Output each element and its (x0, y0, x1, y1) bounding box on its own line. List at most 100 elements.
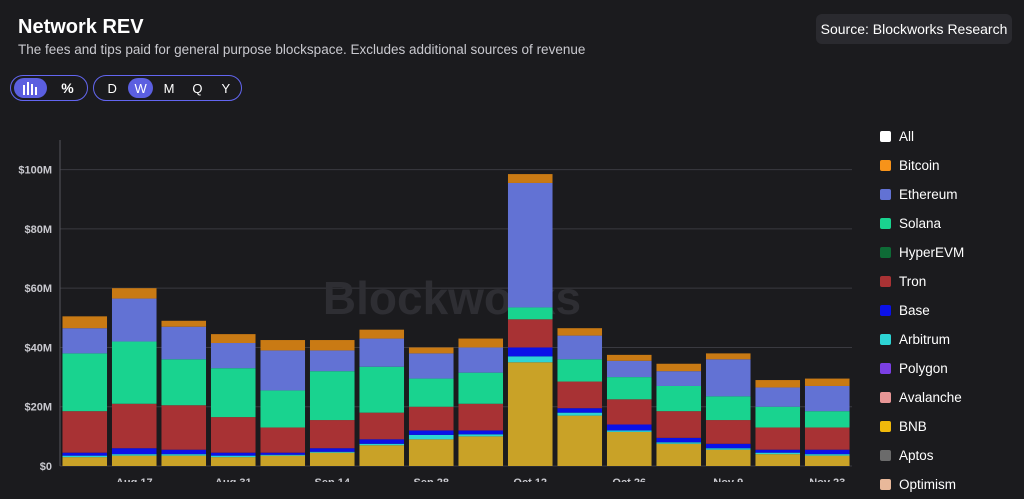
bar-segment-bnb[interactable] (309, 452, 355, 466)
bar-segment-ethereum[interactable] (458, 347, 504, 373)
bar-segment-bitcoin[interactable] (161, 320, 207, 327)
bar-segment-tron[interactable] (656, 411, 702, 438)
bar-segment-bitcoin[interactable] (705, 353, 751, 360)
legend-item-avalanche[interactable]: Avalanche (880, 383, 964, 412)
bar-segment-solana[interactable] (656, 385, 702, 412)
source-button[interactable]: Source: Blockworks Research (816, 14, 1012, 44)
bar-segment-bitcoin[interactable] (210, 334, 256, 344)
bar-segment-arbitrum[interactable] (62, 455, 108, 458)
bar-segment-arbitrum[interactable] (210, 455, 256, 458)
percent-mode-button[interactable]: % (51, 78, 84, 98)
bar-segment-solana[interactable] (359, 366, 405, 413)
bar-segment-bitcoin[interactable] (507, 174, 553, 183)
legend-item-base[interactable]: Base (880, 296, 964, 325)
bar-segment-base[interactable] (359, 439, 405, 444)
bar-segment-ethereum[interactable] (606, 360, 652, 378)
bar-segment-bnb[interactable] (161, 455, 207, 466)
legend-item-hyperevm[interactable]: HyperEVM (880, 238, 964, 267)
bar-segment-ethereum[interactable] (557, 335, 603, 360)
bar-segment-solana[interactable] (62, 353, 108, 412)
bar-segment-tron[interactable] (804, 427, 850, 450)
bar-segment-ethereum[interactable] (62, 328, 108, 354)
bar-segment-tron[interactable] (161, 405, 207, 450)
bar-segment-arbitrum[interactable] (705, 448, 751, 450)
legend-item-arbitrum[interactable]: Arbitrum (880, 325, 964, 354)
bar-segment-ethereum[interactable] (755, 387, 801, 407)
bar-segment-arbitrum[interactable] (260, 454, 306, 456)
bar-segment-bnb[interactable] (210, 457, 256, 466)
legend-item-ethereum[interactable]: Ethereum (880, 180, 964, 209)
bar-segment-bnb[interactable] (507, 362, 553, 466)
bar-segment-bitcoin[interactable] (804, 378, 850, 386)
bar-segment-base[interactable] (557, 408, 603, 413)
bar-segment-ethereum[interactable] (804, 385, 850, 412)
bar-segment-base[interactable] (755, 449, 801, 453)
legend-item-polygon[interactable]: Polygon (880, 354, 964, 383)
bar-segment-base[interactable] (507, 347, 553, 357)
bar-segment-bitcoin[interactable] (606, 354, 652, 361)
bar-segment-ethereum[interactable] (408, 353, 454, 379)
legend-item-bitcoin[interactable]: Bitcoin (880, 151, 964, 180)
bar-segment-bnb[interactable] (804, 455, 850, 466)
bar-segment-base[interactable] (458, 430, 504, 435)
bar-segment-arbitrum[interactable] (507, 356, 553, 363)
bar-segment-arbitrum[interactable] (606, 430, 652, 432)
bar-segment-tron[interactable] (458, 403, 504, 431)
bar-segment-base[interactable] (656, 437, 702, 443)
bar-segment-arbitrum[interactable] (359, 443, 405, 446)
bar-segment-bitcoin[interactable] (656, 363, 702, 372)
legend-item-bnb[interactable]: BNB (880, 412, 964, 441)
bar-segment-solana[interactable] (606, 377, 652, 400)
bar-segment-arbitrum[interactable] (309, 451, 355, 453)
bar-segment-base[interactable] (260, 452, 306, 455)
bar-segment-ethereum[interactable] (656, 371, 702, 386)
bar-segment-bitcoin[interactable] (557, 328, 603, 336)
period-button-d[interactable]: D (107, 80, 117, 96)
legend-item-solana[interactable]: Solana (880, 209, 964, 238)
bar-segment-solana[interactable] (161, 359, 207, 406)
bar-segment-tron[interactable] (507, 319, 553, 348)
period-button-m[interactable]: M (163, 80, 175, 96)
bar-segment-ethereum[interactable] (111, 298, 157, 342)
bar-segment-arbitrum[interactable] (161, 454, 207, 456)
bar-segment-base[interactable] (606, 424, 652, 431)
bar-segment-base[interactable] (705, 443, 751, 449)
bar-segment-tron[interactable] (62, 411, 108, 453)
bar-segment-tron[interactable] (210, 417, 256, 453)
legend-item-tron[interactable]: Tron (880, 267, 964, 296)
bar-segment-arbitrum[interactable] (458, 434, 504, 437)
bar-segment-bnb[interactable] (408, 439, 454, 466)
bar-segment-ethereum[interactable] (161, 326, 207, 360)
bar-segment-ethereum[interactable] (309, 350, 355, 372)
bar-segment-arbitrum[interactable] (408, 434, 454, 440)
bar-segment-tron[interactable] (260, 427, 306, 453)
bar-segment-solana[interactable] (804, 411, 850, 428)
bar-segment-bnb[interactable] (606, 431, 652, 466)
bar-chart-mode-button[interactable] (14, 78, 47, 98)
bar-segment-base[interactable] (111, 448, 157, 455)
period-button-w[interactable]: W (128, 78, 153, 98)
bar-segment-bnb[interactable] (705, 449, 751, 466)
bar-segment-solana[interactable] (111, 341, 157, 404)
legend-item-all[interactable]: All (880, 122, 964, 151)
legend-item-aptos[interactable]: Aptos (880, 441, 964, 470)
bar-segment-base[interactable] (210, 452, 256, 456)
bar-segment-base[interactable] (62, 452, 108, 456)
bar-segment-arbitrum[interactable] (111, 454, 157, 456)
bar-segment-bitcoin[interactable] (309, 340, 355, 351)
bar-segment-bitcoin[interactable] (408, 347, 454, 354)
bar-segment-solana[interactable] (309, 371, 355, 421)
bar-segment-ethereum[interactable] (210, 343, 256, 369)
bar-segment-base[interactable] (804, 449, 850, 455)
period-button-q[interactable]: Q (192, 80, 203, 96)
bar-segment-arbitrum[interactable] (656, 442, 702, 444)
bar-segment-arbitrum[interactable] (804, 454, 850, 456)
bar-segment-ethereum[interactable] (705, 359, 751, 397)
bar-segment-tron[interactable] (606, 399, 652, 425)
bar-segment-bitcoin[interactable] (755, 380, 801, 388)
bar-segment-tron[interactable] (755, 427, 801, 450)
bar-segment-bnb[interactable] (656, 443, 702, 466)
bar-segment-ethereum[interactable] (359, 338, 405, 367)
bar-segment-bitcoin[interactable] (111, 288, 157, 299)
bar-segment-ethereum[interactable] (507, 182, 553, 308)
